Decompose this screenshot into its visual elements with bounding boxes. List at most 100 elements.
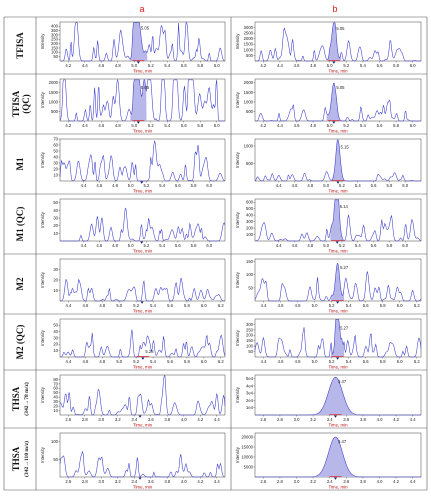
y-axis-label: Intensity — [40, 329, 45, 346]
x-tick-label: 5.2 — [343, 63, 349, 68]
x-tick-label: 3.6 — [148, 479, 154, 484]
x-tick-label: 6.2 — [218, 359, 224, 364]
chromatogram-trace — [254, 319, 422, 358]
x-tick-label: 3.2 — [310, 479, 316, 484]
row-label-name: M1 — [15, 157, 25, 170]
x-tick-label: 4.4 — [82, 63, 88, 68]
x-tick-label: 5.0 — [128, 243, 134, 248]
y-tick-label: 2500 — [244, 31, 254, 36]
x-tick-label: 4.2 — [393, 479, 399, 484]
x-tick-label: 5.4 — [150, 303, 156, 308]
row-label-sub: (342→110 m/z) — [23, 441, 30, 477]
y-tick-label: 200 — [246, 333, 254, 338]
x-tick-label: 5.0 — [131, 63, 137, 68]
x-tick-label: 5.2 — [144, 183, 150, 188]
x-tick-label: 5.2 — [339, 183, 345, 188]
row-label: TFISA — [15, 32, 25, 59]
y-axis-label: Intensity — [40, 271, 45, 288]
x-tick-label: 4.6 — [292, 183, 298, 188]
row-label-sub: (342→78 m/z) — [23, 382, 30, 416]
x-axis-label: Time, min — [328, 189, 348, 194]
x-tick-label: 4.8 — [295, 303, 301, 308]
x-tick-label: 4.4 — [410, 479, 416, 484]
y-tick-label: 50 — [53, 390, 58, 395]
y-tick-label: 50 — [248, 349, 253, 354]
x-tick-label: 4.8 — [310, 63, 316, 68]
y-tick-label: 50 — [53, 457, 58, 462]
row-label: M2 (QC) — [15, 325, 25, 360]
x-tick-label: 4.4 — [214, 417, 220, 422]
x-tick-label: 6.0 — [206, 243, 212, 248]
x-tick-label: 3.0 — [98, 479, 104, 484]
x-tick-label: 2.6 — [260, 479, 266, 484]
y-tick-label: 60 — [53, 142, 58, 147]
row-label: M1 — [15, 157, 25, 170]
row-label: THSA (342→110 m/z) — [11, 441, 30, 477]
x-tick-label: 3.0 — [294, 417, 300, 422]
plot-frame — [59, 138, 226, 182]
chart-panel-a-3: Intensity 10 20 30 40 50 4.4 4.6 4.8 5.0 5.2 5.4 5.6… — [40, 198, 226, 254]
peak-area — [129, 22, 148, 62]
x-tick-label: 6.0 — [397, 359, 403, 364]
x-tick-label: 4.6 — [82, 359, 88, 364]
x-tick-label: 4.8 — [99, 359, 105, 364]
peak-label: 3.47 — [338, 439, 347, 444]
retention-marker — [138, 415, 142, 418]
y-tick-label: 50 — [53, 200, 58, 205]
x-tick-label: 5.0 — [131, 123, 137, 128]
y-tick-label: 250 — [51, 37, 59, 42]
x-tick-label: 4.8 — [112, 243, 118, 248]
y-axis-label: Intensity — [235, 91, 240, 108]
peak-label: 5.14 — [340, 204, 349, 209]
x-tick-label: 5.0 — [312, 359, 318, 364]
x-tick-label: 5.0 — [323, 243, 329, 248]
chromatogram-trace — [255, 376, 421, 416]
x-tick-label: 5.0 — [312, 303, 318, 308]
y-tick-label: 20 — [53, 342, 58, 347]
retention-marker — [140, 181, 144, 184]
x-axis-label: Time, min — [133, 129, 153, 134]
x-tick-label: 5.6 — [377, 123, 383, 128]
x-tick-label: 6.0 — [410, 123, 416, 128]
peak-label: 5.05 — [141, 26, 150, 31]
peak-label: 5.28 — [145, 349, 154, 354]
x-tick-label: 4.8 — [99, 303, 105, 308]
y-axis-label: Intensity — [235, 271, 240, 288]
x-tick-label: 3.0 — [98, 417, 104, 422]
y-tick-label: 400 — [51, 24, 59, 29]
y-tick-label: 2000 — [49, 80, 59, 85]
x-tick-label: 2.8 — [277, 417, 283, 422]
x-tick-label: 2.8 — [277, 479, 283, 484]
x-tick-label: 5.4 — [360, 63, 366, 68]
y-tick-label: 20 — [53, 223, 58, 228]
y-tick-label: 70 — [53, 381, 58, 386]
y-tick-label: 10 — [53, 231, 58, 236]
x-tick-label: 3.2 — [115, 417, 121, 422]
x-tick-label: 4.2 — [260, 123, 266, 128]
y-tick-label: 2e4 — [246, 398, 254, 403]
x-tick-label: 3.2 — [115, 479, 121, 484]
retention-marker — [140, 301, 144, 304]
row-label: THSA (342→78 m/z) — [11, 382, 30, 416]
x-tick-label: 4.0 — [377, 417, 383, 422]
y-tick-label: 10000 — [241, 454, 253, 459]
y-tick-label: 1500 — [244, 42, 254, 47]
y-axis-label: Intensity — [235, 211, 240, 228]
y-tick-label: 300 — [246, 322, 254, 327]
x-tick-label: 2.6 — [260, 417, 266, 422]
y-tick-label: 1000 — [49, 99, 59, 104]
y-tick-label: 5000 — [244, 464, 254, 469]
y-axis-label: Intensity — [40, 386, 45, 403]
y-tick-label: 80 — [53, 377, 58, 382]
plot-frame — [59, 258, 226, 302]
chart-panel-b-2: Intensity 500 1000 4.4 4.6 4.8 5.0 5.2 5.4 5.6 5.8… — [235, 138, 422, 194]
y-tick-label: 600 — [246, 200, 254, 205]
x-tick-label: 5.4 — [164, 63, 170, 68]
chromatogram-trace — [255, 83, 421, 122]
chart-panel-b-4: Intensity 50 100 150 4.4 4.6 4.8 5.0 5.2 5.4 5.6 5.… — [235, 258, 422, 314]
chromatogram-trace — [59, 140, 226, 182]
x-tick-label: 5.4 — [355, 183, 361, 188]
